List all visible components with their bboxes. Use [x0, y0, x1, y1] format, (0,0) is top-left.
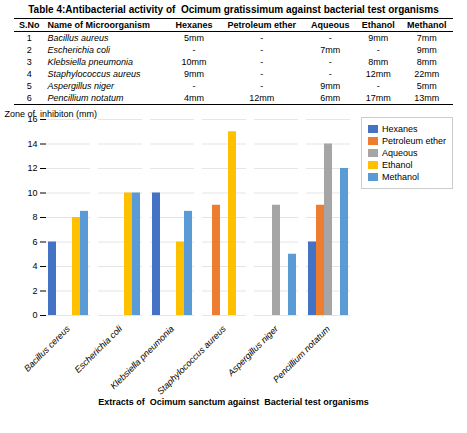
svg-text:Klebsiella pneumonia: Klebsiella pneumonia: [108, 323, 176, 392]
html-text:Ethanol: Ethanol: [361, 20, 395, 30]
html-text:6mm: 6mm: [320, 93, 341, 103]
html-text:7mm: 7mm: [416, 33, 437, 43]
html-text:Petroleum ether: Petroleum ether: [382, 136, 446, 146]
html-text:4mm: 4mm: [184, 93, 205, 103]
html-text:Aqueous: Aqueous: [310, 20, 350, 30]
svg-text:16: 16: [27, 114, 38, 125]
html-text:9mm: 9mm: [184, 69, 205, 79]
html-text:5: 5: [26, 81, 32, 91]
html-text:6: 6: [26, 93, 32, 103]
html-text:Petroleum ether: Petroleum ether: [227, 20, 296, 30]
html-text:13mm: 13mm: [414, 93, 440, 103]
html-text:Bacillus aureus: Bacillus aureus: [47, 33, 109, 43]
svg-text:4: 4: [32, 261, 37, 271]
html-text:17mm: 17mm: [365, 93, 391, 103]
svg-text:Staphylococcus aureus: Staphylococcus aureus: [155, 323, 228, 396]
svg-text:10: 10: [27, 188, 37, 198]
svg-text:8: 8: [32, 212, 37, 222]
svg-text:14: 14: [27, 139, 37, 149]
html-text:Pencillium notatum: Pencillium notatum: [47, 93, 124, 103]
html-text:8mm: 8mm: [416, 57, 437, 67]
html-text:5mm: 5mm: [416, 81, 437, 91]
html-text:9mm: 9mm: [416, 45, 437, 55]
html-text:9mm: 9mm: [320, 81, 341, 91]
html-text:12mm: 12mm: [249, 93, 275, 103]
html-text:4: 4: [26, 69, 32, 79]
html-text:2: 2: [26, 45, 32, 55]
html-text:9mm: 9mm: [368, 33, 389, 43]
html-text:Methanol: Methanol: [407, 20, 447, 30]
html-text:Aspergillus niger: Aspergillus niger: [47, 81, 114, 91]
html-text:8mm: 8mm: [368, 57, 389, 67]
html-text:22mm: 22mm: [414, 69, 440, 79]
svg-text:Aspergillus niger: Aspergillus niger: [225, 323, 281, 379]
svg-text:12: 12: [27, 163, 37, 173]
html-text:Staphylococcus aureus: Staphylococcus aureus: [47, 69, 141, 79]
html-text:5mm: 5mm: [184, 33, 205, 43]
svg-text:0: 0: [32, 310, 37, 320]
svg-text:2: 2: [32, 286, 37, 296]
svg-text:Zone of inhibiton (mm): Zone of inhibiton (mm): [5, 109, 98, 119]
html-text:Klebsiella pneumonia: Klebsiella pneumonia: [47, 57, 134, 67]
svg-text:Escherichia coli: Escherichia coli: [73, 323, 125, 375]
html-text:Methanol: Methanol: [382, 172, 419, 182]
html-text:S.No: S.No: [19, 20, 40, 30]
html-text:10mm: 10mm: [181, 57, 207, 67]
html-text:Hexanes: Hexanes: [175, 20, 213, 30]
svg-text:6: 6: [32, 237, 37, 247]
html-text:Aqueous: Aqueous: [382, 148, 418, 158]
svg-text:Bacillus cereus: Bacillus cereus: [22, 323, 72, 373]
html-text:Ethanol: Ethanol: [382, 160, 413, 170]
html-text:Escherichia coli: Escherichia coli: [47, 45, 110, 55]
html-text:3: 3: [26, 57, 32, 67]
html-text:12mm: 12mm: [365, 69, 391, 79]
html-text:Name of Microorganism: Name of Microorganism: [47, 20, 150, 30]
html-text:7mm: 7mm: [320, 45, 341, 55]
html-text:Extracts of Ocimum sanctum aga: Extracts of Ocimum sanctum against Bacte…: [98, 397, 369, 407]
svg-text:Pencillium notatum: Pencillium notatum: [271, 323, 332, 384]
html-text:1: 1: [26, 33, 32, 43]
html-text:Table 4:Antibacterial activity: Table 4:Antibacterial activity of Ocimum…: [28, 4, 439, 15]
html-text:Hexanes: Hexanes: [382, 124, 418, 134]
